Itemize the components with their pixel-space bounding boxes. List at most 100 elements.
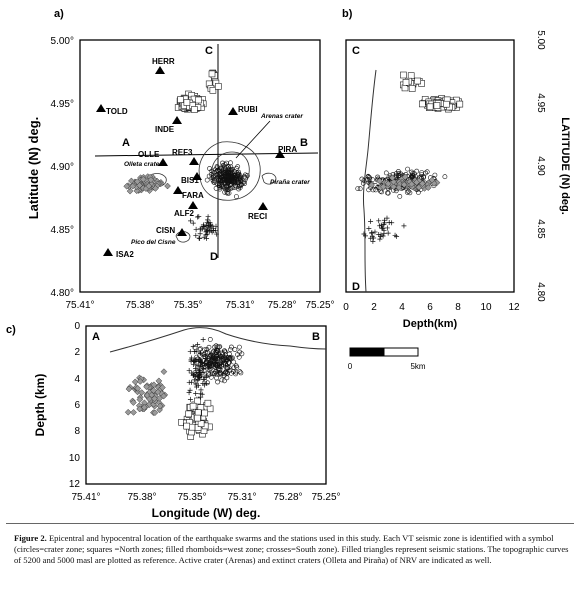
- seismic-event-diamond: [376, 177, 384, 185]
- panel-b-section: C D 0 2 4 6 8 10 12 Depth(km) 5.00 4.95 …: [343, 30, 571, 330]
- svg-text:PIRA: PIRA: [278, 145, 297, 154]
- seismic-event-diamond: [164, 182, 171, 190]
- seismic-event-diamond: [138, 389, 146, 396]
- seismic-event-square: [204, 399, 212, 407]
- seismic-event-circle: [214, 375, 219, 381]
- b-xtick: 8: [455, 302, 461, 313]
- panel-a-frame: [79, 39, 321, 293]
- seismic-event-cross: [394, 233, 400, 239]
- profile-label-b: B: [300, 137, 308, 149]
- seismic-event-circle: [233, 363, 239, 369]
- seismic-event-circle: [213, 362, 219, 368]
- panel-a-y-ticks: 5.00° 4.95° 4.90° 4.85° 4.80°: [51, 36, 74, 299]
- seismic-event-cross: [386, 220, 392, 226]
- b-xtick: 0: [343, 302, 349, 313]
- seismic-event-diamond: [133, 178, 141, 185]
- seismic-event-square: [194, 414, 201, 422]
- seismic-event-diamond: [156, 394, 164, 402]
- seismic-event-circle: [218, 177, 224, 183]
- seismic-event-diamond: [130, 409, 137, 416]
- station-alf2: ALF2: [174, 201, 198, 218]
- seismic-event-circle: [205, 361, 211, 367]
- seismic-event-circle: [221, 164, 227, 170]
- seismic-event-diamond: [384, 180, 392, 188]
- seismic-event-circle: [219, 182, 225, 188]
- seismic-event-cross: [193, 232, 199, 238]
- seismic-event-cross: [192, 349, 198, 355]
- c-ytick: 2: [74, 347, 80, 358]
- seismic-event-circle: [207, 166, 212, 171]
- b-ytick: 4.95: [535, 93, 546, 113]
- seismic-event-cross: [190, 372, 196, 378]
- caption-divider: [6, 523, 574, 524]
- seismic-event-cross: [187, 396, 193, 402]
- seismic-event-circle: [236, 174, 242, 180]
- seismic-event-circle: [232, 347, 238, 352]
- seismic-event-circle: [236, 171, 241, 177]
- seismic-event-square: [408, 85, 416, 92]
- seismic-event-circle: [215, 348, 221, 354]
- svg-text:FARA: FARA: [182, 191, 204, 200]
- panel-c-x-axis-label: Longitude (W) deg.: [152, 506, 261, 520]
- a-ytick: 4.85°: [51, 225, 74, 236]
- seismic-event-square: [208, 70, 216, 78]
- seismic-event-square: [201, 409, 208, 417]
- profile-label-a: A: [122, 137, 130, 149]
- olleta-crater-label: Olleta crater: [124, 161, 162, 168]
- seismic-event-circle: [227, 367, 233, 373]
- seismic-event-circle: [397, 193, 403, 199]
- seismic-event-circle: [411, 171, 417, 176]
- panel-c-y-ticks: 0 2 4 6 8 10 12: [69, 321, 81, 490]
- seismic-event-square: [191, 106, 198, 113]
- panel-b-events: [355, 71, 464, 244]
- seismic-event-circle: [204, 359, 210, 364]
- seismic-event-cross: [186, 390, 192, 396]
- seismic-event-circle: [217, 355, 222, 361]
- seismic-event-circle: [202, 354, 208, 360]
- panel-b-frame: [345, 39, 515, 293]
- seismic-event-cross: [187, 387, 193, 393]
- seismic-event-cross: [202, 382, 208, 388]
- seismic-event-circle: [222, 162, 228, 167]
- seismic-event-circle: [404, 189, 410, 195]
- seismic-event-cross: [190, 220, 196, 226]
- seismic-event-cross: [197, 370, 203, 376]
- seismic-event-cross: [199, 391, 205, 397]
- seismic-event-circle: [407, 190, 413, 196]
- seismic-event-circle: [205, 349, 210, 355]
- seismic-event-diamond: [424, 184, 432, 191]
- seismic-event-circle: [211, 170, 217, 175]
- b-ytick: 4.85: [535, 219, 546, 239]
- seismic-event-circle: [224, 365, 229, 371]
- seismic-event-circle: [218, 371, 224, 377]
- seismic-event-circle: [355, 186, 361, 191]
- seismic-event-cross: [213, 231, 219, 237]
- seismic-event-circle: [221, 358, 226, 364]
- svg-text:ALF2: ALF2: [174, 209, 195, 218]
- seismic-event-cross: [197, 363, 203, 369]
- panel-a-events: [123, 69, 250, 242]
- station-olle: OLLE: [138, 150, 168, 166]
- panel-c-topographic-profile: [109, 327, 327, 353]
- seismic-event-circle: [231, 359, 237, 365]
- seismic-event-circle: [202, 347, 208, 353]
- seismic-event-cross: [198, 359, 204, 365]
- seismic-event-diamond: [150, 387, 157, 394]
- seismic-event-cross: [361, 231, 367, 237]
- seismic-event-circle: [222, 352, 228, 358]
- profile-label-c: C: [205, 45, 213, 57]
- station-bis1: BIS1: [181, 172, 202, 185]
- seismic-event-cross: [197, 231, 203, 237]
- seismic-event-cross: [193, 382, 199, 388]
- seismic-event-circle: [423, 170, 428, 176]
- seismic-event-cross: [196, 235, 202, 241]
- a-ytick: 4.95°: [51, 99, 74, 110]
- arenas-crater-pointer: [235, 120, 271, 159]
- c-ytick: 4: [74, 374, 80, 385]
- seismic-event-diamond: [401, 173, 409, 181]
- seismic-event-circle: [233, 369, 239, 375]
- seismic-event-cross: [204, 235, 210, 241]
- seismic-event-diamond: [380, 183, 387, 191]
- panel-b-y-axis-label: LATITUDE (N) deg.: [559, 117, 571, 215]
- seismic-event-circle: [228, 344, 234, 350]
